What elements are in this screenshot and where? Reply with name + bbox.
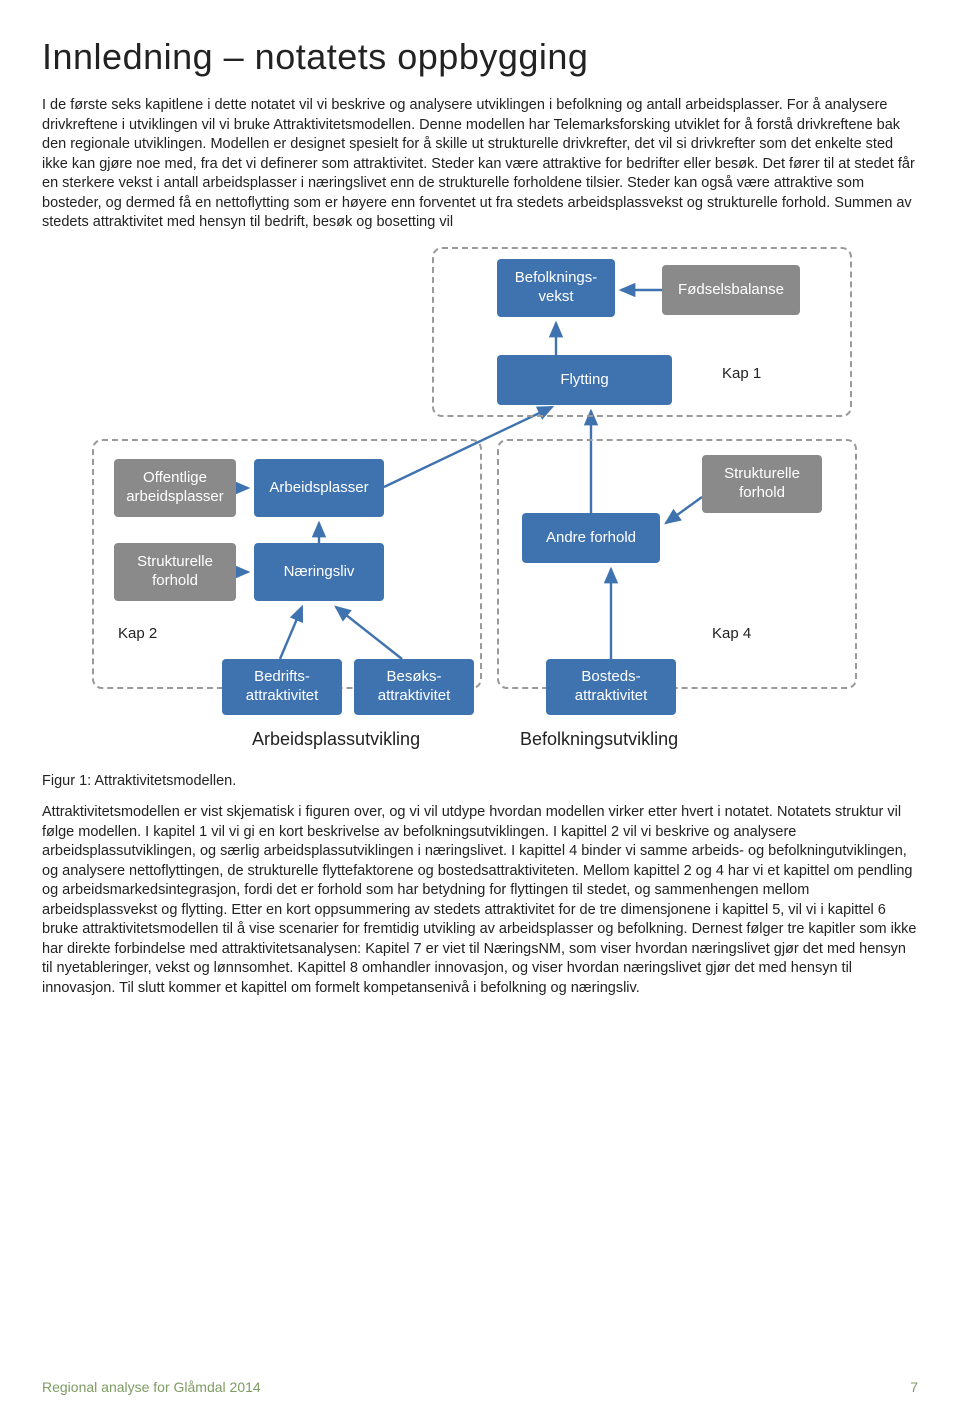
label-arbeidsplassutvikling: Arbeidsplassutvikling (252, 729, 420, 750)
node-bostedsattraktivitet: Bosteds-attraktivitet (546, 659, 676, 715)
attractiveness-model-diagram: Befolknings-vekst Fødselsbalanse Flytting O… (62, 247, 882, 767)
node-offentlige-arbeidsplasser: Offentligearbeidsplasser (114, 459, 236, 517)
page-title: Innledning – notatets oppbygging (42, 36, 918, 78)
figure-caption: Figur 1: Attraktivitetsmodellen. (42, 773, 918, 789)
label-kap2: Kap 2 (118, 625, 157, 642)
footer-page-number: 7 (910, 1379, 918, 1395)
node-arbeidsplasser: Arbeidsplasser (254, 459, 384, 517)
label-kap1: Kap 1 (722, 365, 761, 382)
node-strukturelle-right: Strukturelleforhold (702, 455, 822, 513)
footer-document-title: Regional analyse for Glåmdal 2014 (42, 1379, 261, 1395)
label-befolkningsutvikling: Befolkningsutvikling (520, 729, 678, 750)
node-bedriftsattraktivitet: Bedrifts-attraktivitet (222, 659, 342, 715)
node-flytting: Flytting (497, 355, 672, 405)
label-kap4: Kap 4 (712, 625, 751, 642)
node-andre-forhold: Andre forhold (522, 513, 660, 563)
node-befolkningsvekst: Befolknings-vekst (497, 259, 615, 317)
node-besoksattraktivitet: Besøks-attraktivitet (354, 659, 474, 715)
node-fodselsbalanse: Fødselsbalanse (662, 265, 800, 315)
body-paragraph: Attraktivitetsmodellen er vist skjematis… (42, 803, 918, 999)
node-strukturelle-left: Strukturelleforhold (114, 543, 236, 601)
node-naeringsliv: Næringsliv (254, 543, 384, 601)
intro-paragraph: I de første seks kapitlene i dette notat… (42, 96, 918, 233)
